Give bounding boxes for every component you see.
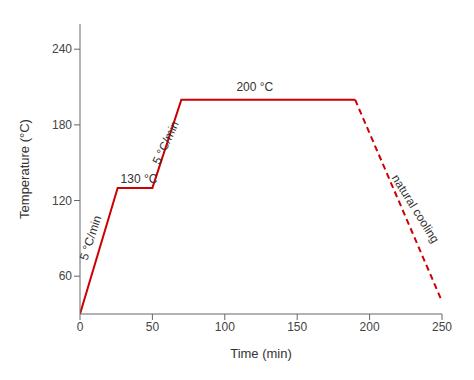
svg-text:240: 240 bbox=[52, 42, 72, 56]
svg-text:120: 120 bbox=[52, 194, 72, 208]
svg-text:5 °C/min: 5 °C/min bbox=[77, 214, 105, 262]
svg-text:60: 60 bbox=[59, 269, 73, 283]
svg-text:50: 50 bbox=[146, 320, 160, 334]
svg-text:150: 150 bbox=[287, 320, 307, 334]
svg-text:Time (min): Time (min) bbox=[230, 346, 292, 361]
svg-text:natural cooling: natural cooling bbox=[389, 172, 442, 246]
svg-text:180: 180 bbox=[52, 118, 72, 132]
svg-text:0: 0 bbox=[77, 320, 84, 334]
svg-text:130 °C: 130 °C bbox=[121, 172, 158, 186]
svg-text:250: 250 bbox=[432, 320, 452, 334]
svg-text:100: 100 bbox=[215, 320, 235, 334]
svg-text:5 °C/min: 5 °C/min bbox=[150, 119, 182, 167]
svg-text:200 °C: 200 °C bbox=[236, 80, 273, 94]
svg-text:200: 200 bbox=[360, 320, 380, 334]
svg-text:Temperature (°C): Temperature (°C) bbox=[17, 119, 32, 219]
